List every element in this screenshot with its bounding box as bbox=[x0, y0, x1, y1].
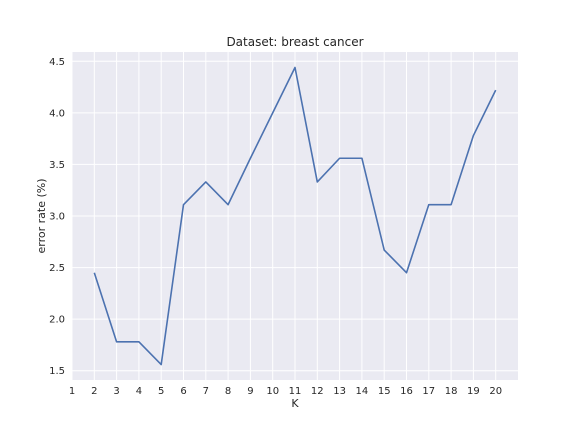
x-tick-label: 3 bbox=[113, 386, 119, 397]
x-tick-label: 8 bbox=[225, 386, 231, 397]
y-tick-label: 3.0 bbox=[49, 212, 65, 223]
x-tick-label: 10 bbox=[266, 386, 279, 397]
x-tick-label: 2 bbox=[91, 386, 97, 397]
x-tick-label: 15 bbox=[378, 386, 391, 397]
y-tick-label: 4.0 bbox=[49, 108, 65, 119]
x-tick-label: 13 bbox=[333, 386, 346, 397]
x-tick-label: 17 bbox=[422, 386, 435, 397]
x-tick-label: 16 bbox=[400, 386, 413, 397]
y-axis-label: error rate (%) bbox=[35, 178, 48, 253]
x-axis-label: K bbox=[291, 397, 299, 410]
x-tick-label: 1 bbox=[69, 386, 75, 397]
y-tick-label: 3.5 bbox=[49, 160, 65, 171]
y-tick-labels: 1.5 2.0 2.5 3.0 3.5 4.0 4.5 bbox=[49, 57, 65, 377]
x-tick-label: 14 bbox=[356, 386, 369, 397]
y-tick-label: 2.5 bbox=[49, 263, 65, 274]
grid bbox=[71, 52, 518, 380]
x-tick-label: 20 bbox=[489, 386, 502, 397]
x-tick-label: 7 bbox=[203, 386, 209, 397]
x-tick-label: 18 bbox=[445, 386, 458, 397]
y-tick-label: 1.5 bbox=[49, 366, 65, 377]
x-tick-label: 11 bbox=[289, 386, 302, 397]
chart-title: Dataset: breast cancer bbox=[226, 35, 363, 49]
x-tick-label: 19 bbox=[467, 386, 480, 397]
x-tick-labels: 1 2 3 4 5 6 7 8 9 10 11 12 13 14 15 16 17 18 19 20 bbox=[69, 386, 502, 397]
y-tick-label: 2.0 bbox=[49, 315, 65, 326]
x-tick-label: 12 bbox=[311, 386, 324, 397]
x-tick-label: 4 bbox=[136, 386, 142, 397]
y-tick-label: 4.5 bbox=[49, 57, 65, 68]
series-layer bbox=[93, 66, 497, 366]
x-tick-label: 9 bbox=[247, 386, 253, 397]
x-tick-label: 5 bbox=[158, 386, 164, 397]
x-tick-label: 6 bbox=[180, 386, 186, 397]
